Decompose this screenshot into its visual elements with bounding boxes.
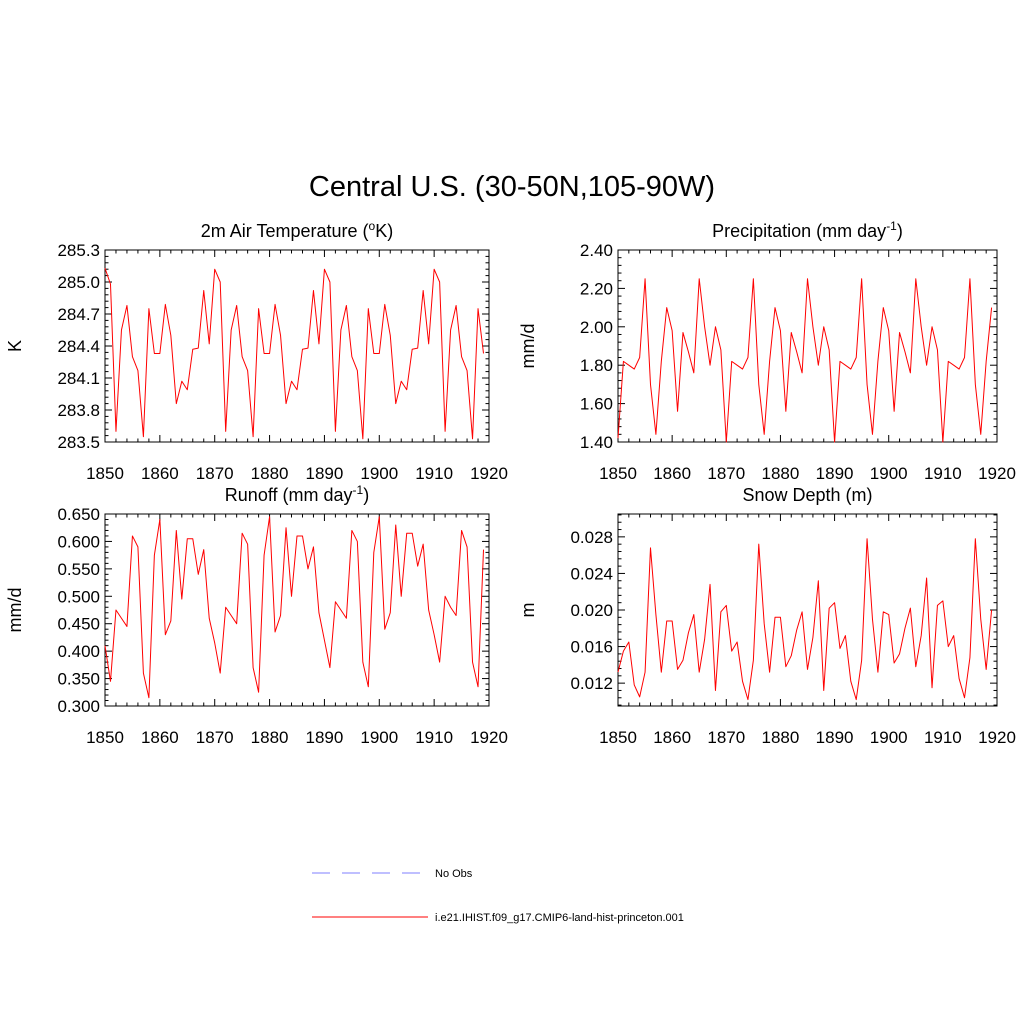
y-tick-label: 0.350 — [57, 670, 100, 689]
y-tick-label: 284.1 — [57, 369, 100, 388]
y-tick-label: 284.4 — [57, 337, 100, 356]
panel-title-end: K) — [375, 221, 393, 241]
plot-frame — [617, 249, 998, 443]
panel-title-main: Snow Depth (m) — [742, 485, 872, 505]
x-tick-label: 1890 — [816, 464, 854, 483]
panel-snow-depth: Snow Depth (m) m 1850 1860 1870 1880 1890 1900 1… — [518, 485, 1016, 747]
y-tick-label: 285.3 — [57, 241, 100, 260]
plot-frame — [104, 249, 490, 443]
y-tick-label: 284.7 — [57, 305, 100, 324]
y-tick-label: 0.600 — [57, 532, 100, 551]
figure-title: Central U.S. (30-50N,105-90W) — [309, 171, 715, 203]
y-tick-label: 0.020 — [570, 601, 613, 620]
x-tick-label: 1890 — [306, 728, 344, 747]
x-tick-label: 1910 — [415, 728, 453, 747]
legend: No Obs i.e21.IHIST.f09_g17.CMIP6-land-hi… — [312, 868, 684, 924]
y-tick-label: 0.012 — [570, 674, 613, 693]
x-tick-label: 1910 — [415, 464, 453, 483]
panel-title: 2m Air Temperature (oK) — [201, 219, 393, 241]
y-tick-label: 0.024 — [570, 564, 613, 583]
y-tick-label: 0.500 — [57, 587, 100, 606]
y-tick-label: 283.8 — [57, 401, 100, 420]
y-tick-label: 2.20 — [580, 279, 613, 298]
x-tick-label: 1910 — [924, 728, 962, 747]
y-axis-label: K — [5, 340, 25, 352]
series-line — [104, 516, 485, 699]
x-tick-label: 1900 — [870, 728, 908, 747]
y-tick-label: 0.028 — [570, 528, 613, 547]
x-tick-label: 1920 — [978, 728, 1016, 747]
x-tick-label: 1920 — [470, 464, 508, 483]
y-tick-label: 2.00 — [580, 318, 613, 337]
series-line — [617, 278, 993, 443]
panel-runoff: Runoff (mm day-1) mm/d 1850 1860 1870 1880 189… — [5, 483, 508, 747]
x-tick-label: 1870 — [196, 464, 234, 483]
x-tick-label: 1850 — [86, 728, 124, 747]
y-axis-label: mm/d — [5, 588, 25, 633]
y-tick-label: 1.80 — [580, 356, 613, 375]
x-tick-label: 1870 — [196, 728, 234, 747]
y-tick-label: 1.40 — [580, 433, 613, 452]
y-tick-label: 0.016 — [570, 638, 613, 657]
y-tick-label: 0.650 — [57, 505, 100, 524]
series-line — [104, 267, 485, 440]
y-axis-label: m — [518, 603, 538, 618]
x-tick-label: 1900 — [360, 464, 398, 483]
x-tick-label: 1910 — [924, 464, 962, 483]
panel-title: Precipitation (mm day-1) — [712, 219, 903, 241]
legend-model-label: i.e21.IHIST.f09_g17.CMIP6-land-hist-prin… — [435, 912, 684, 924]
series-line — [617, 538, 993, 701]
y-tick-label: 283.5 — [57, 433, 100, 452]
panel-air-temperature: 2m Air Temperature (oK) K 1850 1860 1870 1880… — [5, 219, 508, 483]
y-tick-label: 0.550 — [57, 560, 100, 579]
y-tick-label: 0.400 — [57, 642, 100, 661]
panel-title-end: ) — [363, 485, 369, 505]
legend-obs-label: No Obs — [435, 868, 473, 880]
x-tick-label: 1860 — [141, 728, 179, 747]
panel-title-sup: o — [369, 219, 376, 233]
panel-title: Snow Depth (m) — [742, 485, 872, 505]
x-tick-label: 1880 — [251, 728, 289, 747]
y-tick-label: 2.40 — [580, 241, 613, 260]
x-tick-label: 1900 — [360, 728, 398, 747]
x-tick-label: 1850 — [599, 464, 637, 483]
x-tick-label: 1900 — [870, 464, 908, 483]
x-tick-label: 1920 — [978, 464, 1016, 483]
panel-precipitation: Precipitation (mm day-1) mm/d 1850 1860 1870… — [518, 219, 1016, 483]
x-tick-label: 1890 — [306, 464, 344, 483]
x-tick-label: 1870 — [707, 728, 745, 747]
y-axis-label: mm/d — [518, 324, 538, 369]
panel-title-main: Precipitation (mm day — [712, 221, 886, 241]
y-tick-label: 1.60 — [580, 395, 613, 414]
panel-title-main: 2m Air Temperature ( — [201, 221, 369, 241]
y-tick-label: 0.300 — [57, 697, 100, 716]
panel-title-sup: -1 — [353, 483, 364, 497]
x-tick-label: 1860 — [141, 464, 179, 483]
x-tick-label: 1870 — [707, 464, 745, 483]
panel-title-end: ) — [897, 221, 903, 241]
panel-title: Runoff (mm day-1) — [225, 483, 369, 505]
panel-title-sup: -1 — [886, 219, 897, 233]
x-tick-label: 1880 — [762, 464, 800, 483]
x-tick-label: 1850 — [599, 728, 637, 747]
plot-frame — [104, 513, 490, 707]
x-tick-label: 1860 — [653, 464, 691, 483]
x-tick-label: 1850 — [86, 464, 124, 483]
y-tick-label: 285.0 — [57, 273, 100, 292]
plot-frame — [617, 513, 998, 707]
x-tick-label: 1880 — [762, 728, 800, 747]
x-tick-label: 1890 — [816, 728, 854, 747]
x-tick-label: 1920 — [470, 728, 508, 747]
y-tick-label: 0.450 — [57, 615, 100, 634]
panel-title-main: Runoff (mm day — [225, 485, 353, 505]
x-tick-label: 1880 — [251, 464, 289, 483]
panels: 2m Air Temperature (oK) K 1850 1860 1870 1880… — [5, 219, 1016, 747]
x-tick-label: 1860 — [653, 728, 691, 747]
